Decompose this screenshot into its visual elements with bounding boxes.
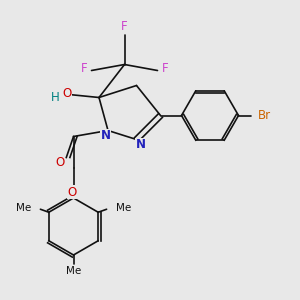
Text: Me: Me [16,203,32,213]
Text: N: N [100,129,111,142]
Text: N: N [136,138,146,152]
Text: H: H [50,91,59,104]
Text: Me: Me [66,266,81,276]
Text: O: O [56,156,64,169]
Text: F: F [162,62,168,76]
Text: O: O [68,185,76,199]
Text: F: F [121,20,128,34]
Text: Br: Br [258,109,271,122]
Text: Me: Me [116,203,131,213]
Text: O: O [62,87,71,100]
Text: F: F [81,62,87,76]
